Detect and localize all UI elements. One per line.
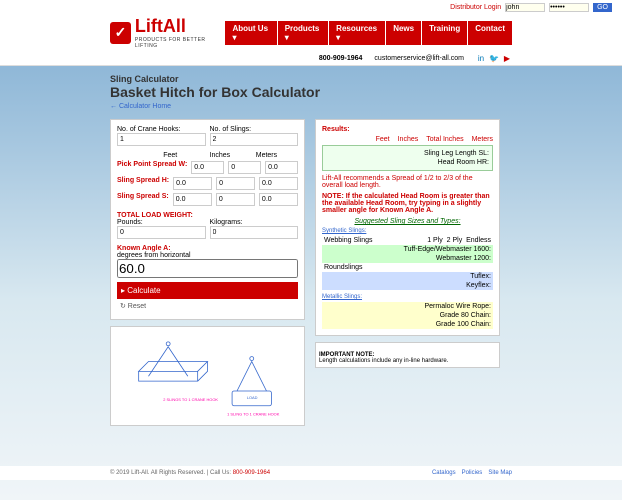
synthetic-link[interactable]: Synthetic Slings: — [322, 228, 493, 234]
tuff-row: Tuff-Edge/Webmaster 1600: — [322, 245, 493, 254]
logo[interactable]: ✓ LiftAll PRODUCTS FOR BETTER LIFTING — [110, 16, 225, 49]
recommend-note: Lift-All recommends a Spread of 1/2 to 2… — [322, 175, 493, 189]
important-note-text: Length calculations include any in-line … — [319, 358, 496, 364]
meters-label: Meters — [256, 152, 298, 159]
hooks-input[interactable] — [117, 133, 206, 146]
g80-row: Grade 80 Chain: — [322, 311, 493, 320]
nav-training[interactable]: Training — [422, 21, 467, 45]
pounds-input[interactable] — [117, 226, 206, 239]
kg-input[interactable] — [210, 226, 299, 239]
sling-leg-result: Sling Leg Length SL: — [326, 149, 489, 158]
degrees-label: degrees from horizontal — [117, 252, 298, 259]
pick-point-label: Pick Point Spread W: — [117, 161, 187, 174]
res-meters: Meters — [472, 136, 493, 143]
policies-link[interactable]: Policies — [462, 470, 483, 476]
load-label: TOTAL LOAD WEIGHT: — [117, 212, 298, 219]
spreads-feet-input[interactable] — [173, 193, 212, 206]
angle-label: Known Angle A: — [117, 245, 298, 252]
nav-contact[interactable]: Contact — [468, 21, 512, 45]
reset-button[interactable]: ↻ Reset — [117, 299, 298, 313]
login-user-input[interactable] — [505, 3, 545, 12]
hitch-diagram-icon: 2 SLINGS TO 1 CRANE HOOK 1 SLING TO 1 CR… — [119, 332, 296, 421]
res-inches: Inches — [398, 136, 419, 143]
contact-email[interactable]: customerservice@lift-all.com — [374, 55, 464, 62]
twitter-icon[interactable]: 🐦 — [489, 53, 499, 63]
logo-tagline: PRODUCTS FOR BETTER LIFTING — [135, 37, 226, 49]
inches-label: Inches — [210, 152, 252, 159]
diagram-panel: 2 SLINGS TO 1 CRANE HOOK 1 SLING TO 1 CR… — [110, 326, 305, 426]
spread-s-label: Sling Spread S: — [117, 193, 169, 206]
login-pass-input[interactable] — [549, 3, 589, 12]
g100-row: Grade 100 Chain: — [322, 320, 493, 329]
metallic-link[interactable]: Metallic Slings: — [322, 294, 493, 300]
logo-text: LiftAll — [135, 16, 226, 37]
svg-text:2 SLINGS TO 1 CRANE HOOK: 2 SLINGS TO 1 CRANE HOOK — [163, 397, 218, 402]
spread-h-label: Sling Spread H: — [117, 177, 169, 190]
pounds-label: Pounds: — [117, 219, 206, 226]
webbing-label: Webbing Slings — [324, 237, 373, 244]
spreads-inches-input[interactable] — [216, 193, 255, 206]
nav-resources[interactable]: Resources ▾ — [329, 21, 385, 45]
suggested-header: Suggested Sling Sizes and Types: — [322, 218, 493, 225]
nav-products[interactable]: Products ▾ — [278, 21, 328, 45]
main-nav: About Us ▾ Products ▾ Resources ▾ News T… — [225, 21, 512, 45]
linkedin-icon[interactable]: in — [476, 53, 486, 63]
sitemap-link[interactable]: Site Map — [488, 470, 512, 476]
phone-number: 800-909-1964 — [319, 55, 363, 62]
wm-row: Webmaster 1200: — [322, 254, 493, 263]
results-header: Results: — [322, 126, 493, 133]
pick-feet-input[interactable] — [191, 161, 224, 174]
back-link[interactable]: ← Calculator Home — [110, 103, 171, 110]
calculate-button[interactable]: ▸ Calculate — [117, 282, 298, 299]
slings-label: No. of Slings: — [210, 126, 299, 133]
pick-meters-input[interactable] — [265, 161, 298, 174]
perm-row: Permaloc Wire Rope: — [322, 302, 493, 311]
angle-input[interactable] — [117, 259, 298, 278]
feet-label: Feet — [163, 152, 205, 159]
youtube-icon[interactable]: ▶ — [502, 53, 512, 63]
svg-text:LOAD: LOAD — [247, 395, 258, 400]
headroom-note: NOTE: If the calculated Head Room is gre… — [322, 193, 493, 214]
nav-about[interactable]: About Us ▾ — [225, 21, 276, 45]
copyright: © 2019 Lift-All. All Rights Reserved. | … — [110, 470, 231, 476]
hooks-label: No. of Crane Hooks: — [117, 126, 206, 133]
res-feet: Feet — [376, 136, 390, 143]
distributor-login-link[interactable]: Distributor Login — [450, 4, 501, 11]
kg-label: Kilograms: — [210, 219, 299, 226]
footer-phone: 800-909-1964 — [233, 470, 270, 476]
spreadh-inches-input[interactable] — [216, 177, 255, 190]
head-room-result: Head Room HR: — [326, 158, 489, 167]
tuflex-row: Tuflex: — [322, 272, 493, 281]
spreadh-feet-input[interactable] — [173, 177, 212, 190]
catalogs-link[interactable]: Catalogs — [432, 470, 456, 476]
pick-inches-input[interactable] — [228, 161, 261, 174]
res-total: Total Inches — [426, 136, 463, 143]
page-title: Basket Hitch for Box Calculator — [110, 84, 512, 100]
keyflex-row: Keyflex: — [322, 281, 493, 290]
round-label: Roundslings — [324, 264, 363, 271]
svg-text:1 SLING TO 1 CRANE HOOK: 1 SLING TO 1 CRANE HOOK — [227, 411, 280, 416]
logo-icon: ✓ — [110, 22, 131, 44]
spreadh-meters-input[interactable] — [259, 177, 298, 190]
nav-news[interactable]: News — [386, 21, 421, 45]
slings-input[interactable] — [210, 133, 299, 146]
login-go-button[interactable]: GO — [593, 3, 612, 12]
page-subtitle: Sling Calculator — [110, 74, 512, 84]
spreads-meters-input[interactable] — [259, 193, 298, 206]
